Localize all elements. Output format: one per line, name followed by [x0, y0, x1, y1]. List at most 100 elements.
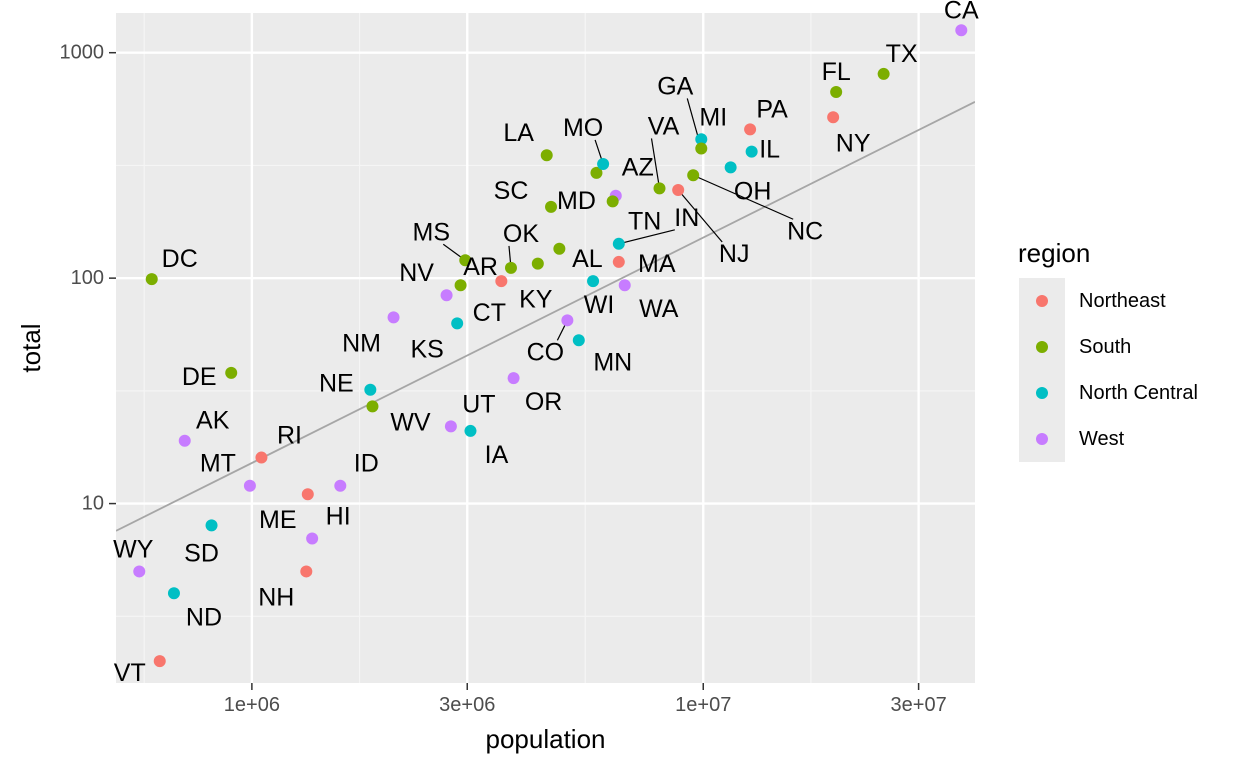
label-wa: WA — [639, 295, 679, 323]
point-ny — [827, 111, 840, 124]
label-ak: AK — [196, 407, 230, 435]
label-ga: GA — [657, 72, 693, 100]
label-fl: FL — [822, 58, 851, 86]
point-wy — [133, 565, 146, 578]
point-ms — [459, 254, 472, 267]
label-oh: OH — [734, 177, 772, 205]
label-wi: WI — [584, 291, 615, 319]
label-tn: TN — [628, 207, 661, 235]
label-ct: CT — [473, 299, 506, 327]
y-axis-title: total — [16, 323, 46, 372]
label-ar: AR — [463, 253, 498, 281]
label-ny: NY — [836, 129, 871, 157]
points — [133, 24, 968, 668]
y-tick-label: 10 — [82, 493, 104, 515]
label-mt: MT — [200, 450, 236, 478]
point-il — [745, 145, 758, 158]
label-ca: CA — [944, 0, 979, 24]
y-tick-label: 100 — [71, 267, 104, 289]
point-al — [553, 242, 566, 255]
label-me: ME — [259, 506, 297, 534]
label-dc: DC — [162, 245, 198, 273]
point-de — [225, 366, 238, 379]
point-vt — [153, 655, 166, 668]
label-al: AL — [572, 245, 603, 273]
label-wv: WV — [390, 408, 431, 436]
label-ks: KS — [411, 335, 444, 363]
x-axis-title: population — [486, 724, 606, 754]
grid — [116, 13, 975, 683]
label-nd: ND — [186, 603, 222, 631]
point-tx — [877, 67, 890, 80]
label-ne: NE — [319, 370, 354, 398]
legend-label: West — [1079, 428, 1125, 450]
point-nj — [672, 184, 685, 197]
plot-panel — [116, 13, 975, 683]
point-in — [612, 237, 625, 250]
point-oh — [724, 161, 737, 174]
point-nm — [387, 311, 400, 324]
point-ri — [255, 451, 268, 464]
point-tn — [606, 195, 619, 208]
x-tick-label: 3e+07 — [891, 694, 947, 716]
point-dc — [145, 273, 158, 286]
legend-label: South — [1079, 336, 1131, 358]
legend-key-south — [1036, 341, 1048, 353]
legend-key-west — [1036, 433, 1048, 445]
point-wv — [366, 400, 379, 413]
label-ma: MA — [638, 250, 676, 278]
legend-key-background — [1019, 278, 1065, 462]
label-pa: PA — [756, 95, 788, 123]
label-tx: TX — [886, 40, 918, 68]
point-ar — [454, 279, 467, 292]
point-ma — [612, 255, 625, 268]
point-nd — [167, 587, 180, 600]
point-pa — [744, 123, 757, 136]
leader-va — [650, 138, 661, 189]
point-ut — [444, 420, 457, 433]
legend: region Northeast South North Central West — [1018, 238, 1198, 462]
y-tick-label: 1000 — [60, 42, 105, 64]
point-sd — [205, 519, 218, 532]
label-ia: IA — [485, 441, 509, 469]
label-mo: MO — [563, 114, 603, 142]
legend-title: region — [1018, 238, 1090, 268]
label-md: MD — [557, 187, 596, 215]
legend-label: North Central — [1079, 382, 1198, 404]
point-la — [540, 149, 553, 162]
leader-nc — [692, 174, 794, 220]
point-ky — [531, 257, 544, 270]
point-wi — [587, 275, 600, 288]
label-nm: NM — [342, 329, 381, 357]
point-me — [301, 488, 314, 501]
label-nc: NC — [787, 217, 823, 245]
label-la: LA — [503, 119, 534, 147]
label-sd: SD — [184, 539, 219, 567]
point-mn — [572, 334, 585, 347]
x-tick-label: 3e+06 — [439, 694, 495, 716]
label-wy: WY — [113, 535, 154, 563]
point-ia — [464, 424, 477, 437]
label-id: ID — [354, 450, 379, 478]
point-wa — [618, 279, 631, 292]
label-ut: UT — [462, 390, 495, 418]
label-ri: RI — [277, 422, 302, 450]
label-ms: MS — [413, 218, 451, 246]
leader-nj — [677, 189, 723, 243]
point-ok — [504, 261, 517, 274]
point-ak — [178, 434, 191, 447]
point-mo — [597, 157, 610, 170]
point-nv — [440, 289, 453, 302]
label-va: VA — [648, 112, 680, 140]
label-de: DE — [182, 363, 217, 391]
point-ks — [451, 317, 464, 330]
label-co: CO — [527, 338, 565, 366]
legend-key-north-central — [1036, 387, 1048, 399]
point-nh — [300, 565, 313, 578]
label-nh: NH — [258, 583, 294, 611]
point-mt — [243, 479, 256, 492]
label-az: AZ — [622, 154, 654, 182]
x-tick-label: 1e+06 — [224, 694, 280, 716]
